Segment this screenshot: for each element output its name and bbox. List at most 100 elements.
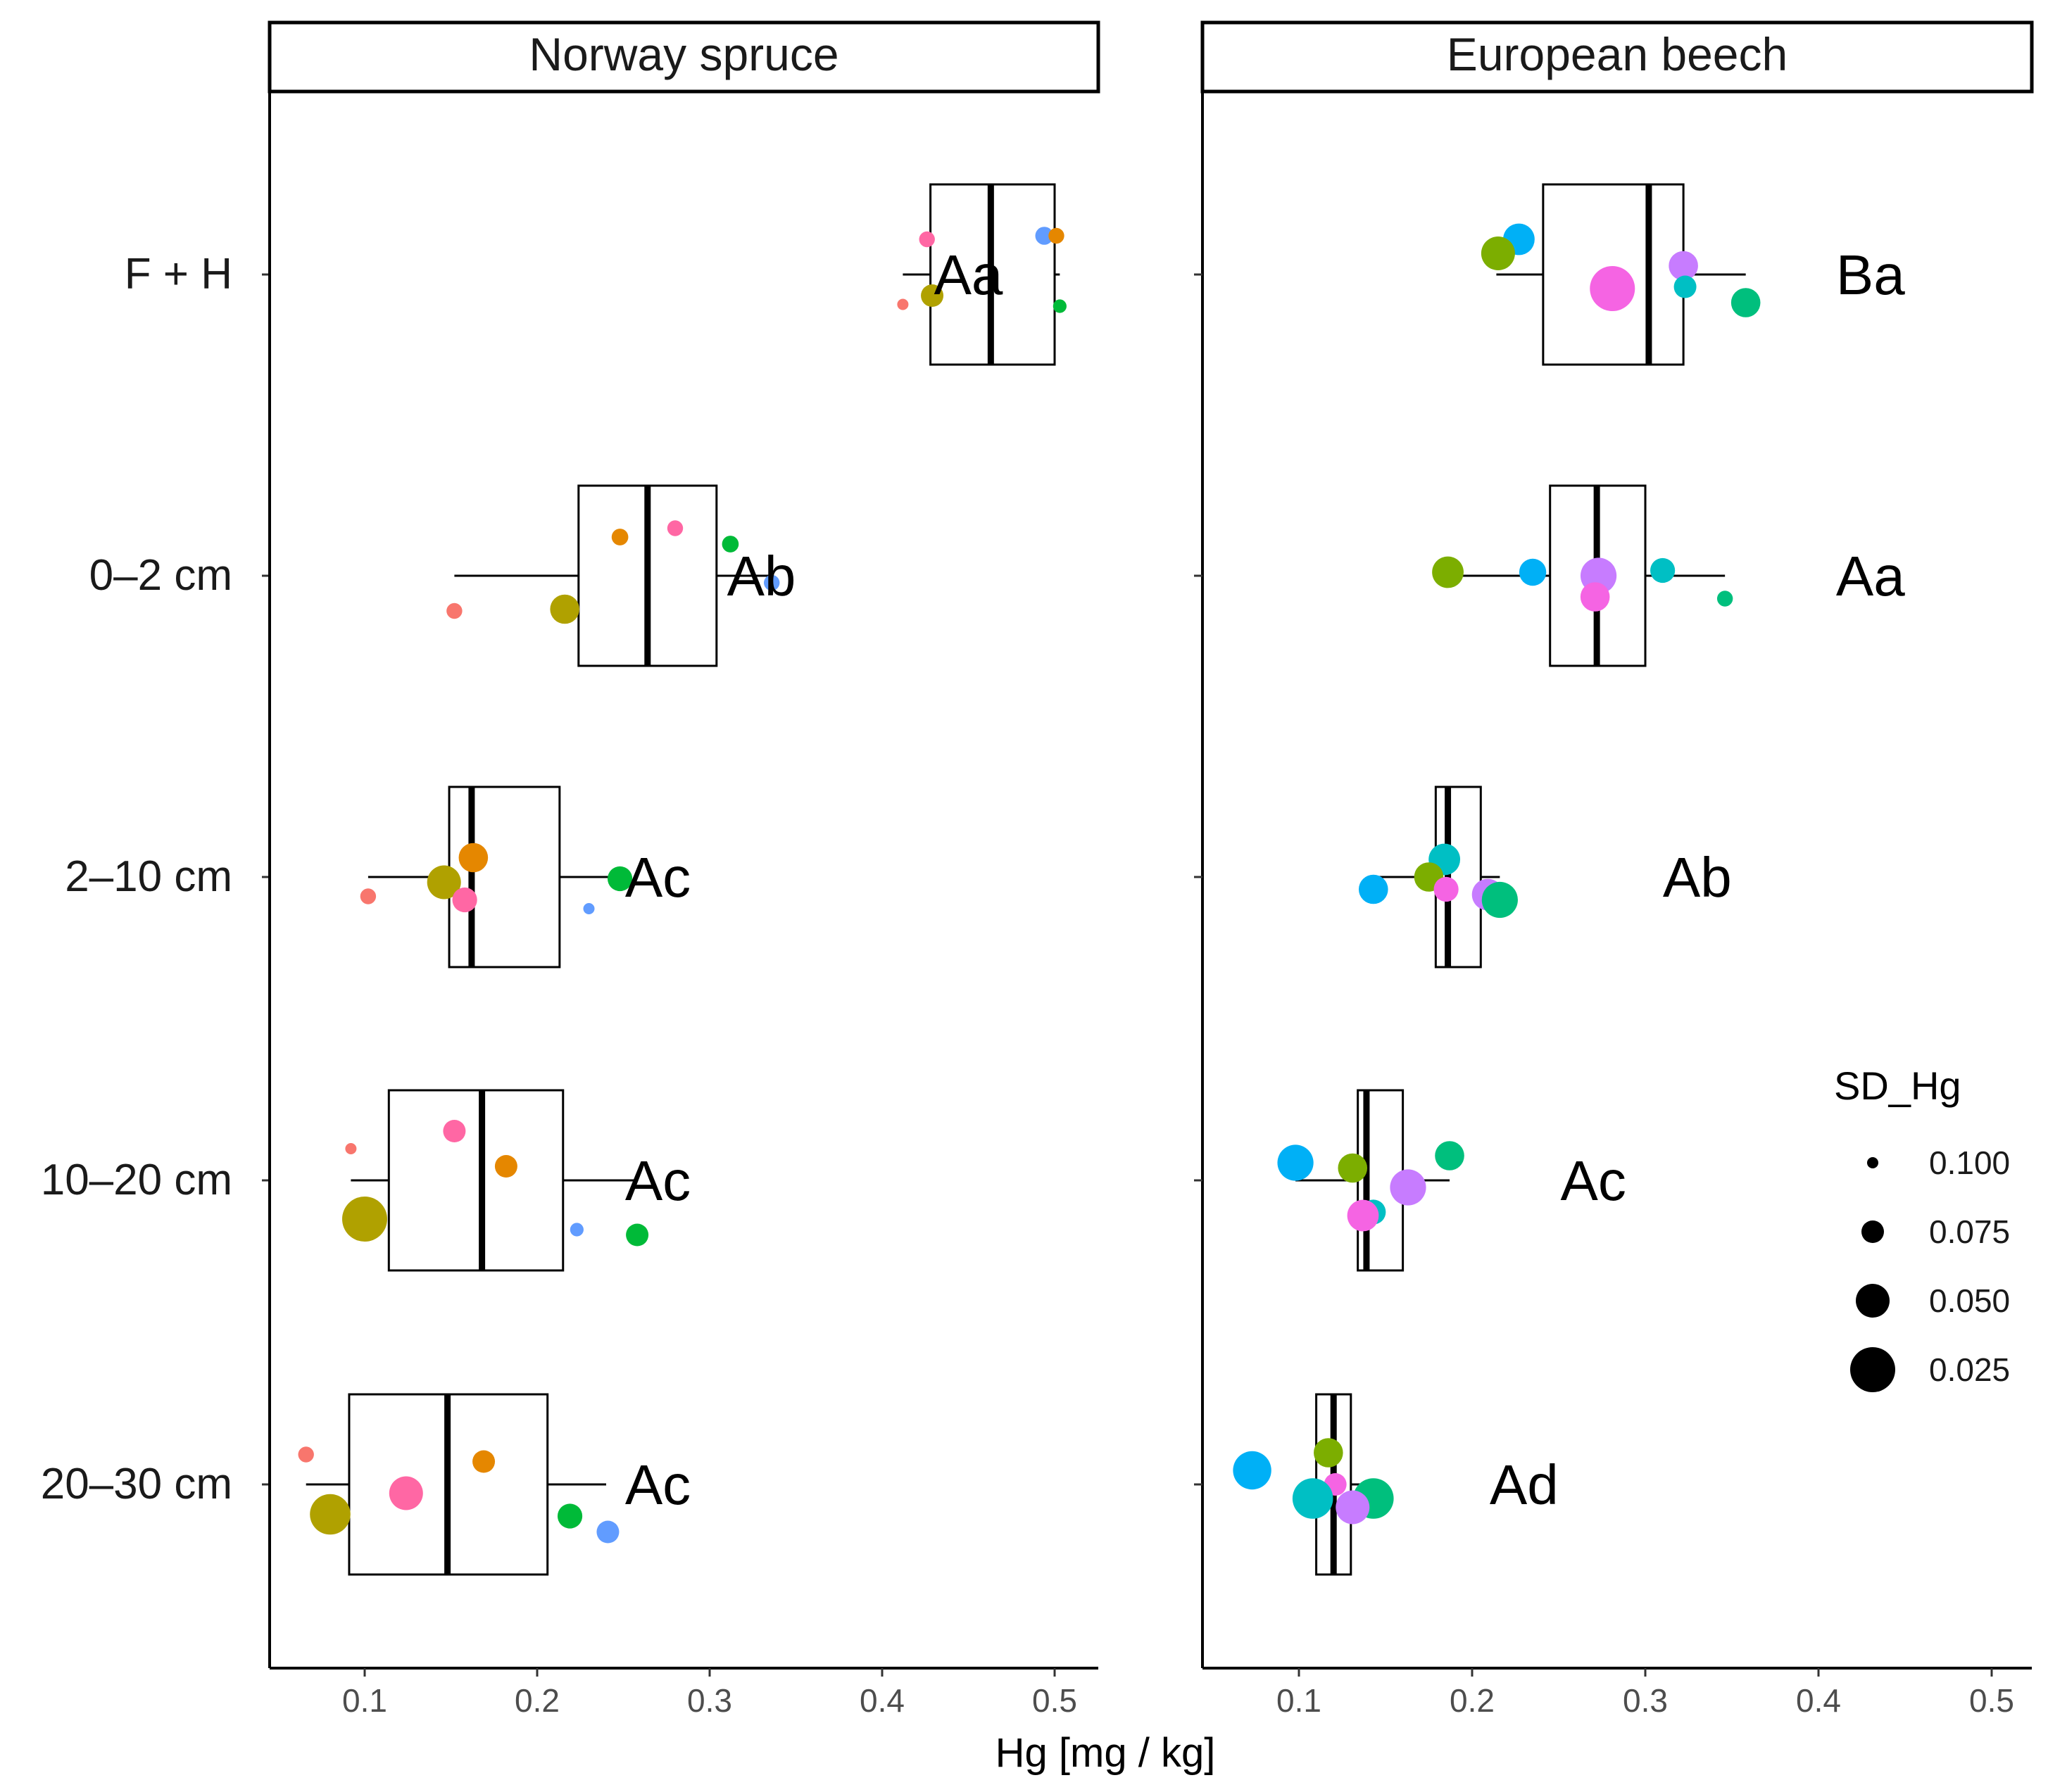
data-point xyxy=(608,866,633,892)
legend-key xyxy=(1867,1157,1878,1168)
legend-key xyxy=(1850,1347,1895,1392)
data-point xyxy=(667,520,684,536)
data-point xyxy=(722,536,739,553)
data-point xyxy=(1716,591,1733,607)
data-point xyxy=(1481,881,1518,919)
data-point xyxy=(1292,1478,1333,1519)
data-point xyxy=(570,1223,584,1237)
data-point xyxy=(345,1143,357,1154)
significance-letter: Ac xyxy=(625,1149,691,1212)
panel-european-beech: European beech 0.1 0.2 0.3 0.4 0.5 Ba Aa Ab Ac Ad xyxy=(1194,20,2034,1719)
data-point xyxy=(1519,558,1547,586)
x-tick-label: 0.2 xyxy=(515,1682,560,1719)
data-point xyxy=(596,1520,620,1544)
legend-label: 0.025 xyxy=(1929,1351,2010,1388)
data-point xyxy=(1314,1438,1343,1468)
data-point xyxy=(583,903,595,914)
data-point xyxy=(1233,1451,1271,1490)
significance-letter: Ac xyxy=(1561,1149,1626,1212)
legend-label: 0.075 xyxy=(1929,1213,2010,1250)
data-point xyxy=(452,887,477,913)
data-point xyxy=(1390,1169,1426,1206)
data-point xyxy=(427,865,461,900)
boxplot: Ac xyxy=(360,785,691,968)
data-point xyxy=(1590,266,1635,311)
data-point xyxy=(1481,236,1515,270)
legend-title: SD_Hg xyxy=(1834,1064,1961,1108)
boxplot: Ba xyxy=(1481,183,1905,366)
data-point xyxy=(1347,1199,1379,1232)
data-point xyxy=(1673,275,1697,298)
data-point xyxy=(310,1494,351,1535)
significance-letter: Aa xyxy=(934,244,1003,306)
data-point xyxy=(443,1120,466,1142)
boxplot: Ab xyxy=(446,484,796,667)
data-point xyxy=(611,529,629,545)
boxplot: Ac xyxy=(342,1089,691,1272)
panel-title: European beech xyxy=(1447,28,1788,80)
significance-letter: Aa xyxy=(1836,545,1905,607)
y-tick-label: F + H xyxy=(125,250,232,298)
data-point xyxy=(557,1503,583,1529)
legend: SD_Hg 0.100 0.075 0.050 0.025 xyxy=(1834,1064,2010,1392)
x-tick-label: 0.2 xyxy=(1450,1682,1495,1719)
significance-letter: Ba xyxy=(1836,244,1905,306)
data-point xyxy=(1035,227,1054,245)
data-point xyxy=(1336,1490,1370,1525)
data-point xyxy=(1338,1153,1368,1183)
data-point xyxy=(1669,251,1698,281)
data-point xyxy=(1277,1144,1314,1181)
significance-letter: Ad xyxy=(1490,1453,1559,1516)
y-tick-label: 20–30 cm xyxy=(41,1460,232,1508)
y-tick-label: 0–2 cm xyxy=(89,551,232,600)
significance-letter: Ab xyxy=(1663,846,1732,909)
box xyxy=(448,785,561,968)
data-point xyxy=(626,1223,649,1247)
data-point xyxy=(472,1450,496,1473)
x-tick-label: 0.3 xyxy=(687,1682,732,1719)
data-point xyxy=(1730,288,1761,317)
data-point xyxy=(1435,1141,1464,1171)
boxplot: Ab xyxy=(1358,785,1732,968)
boxplot: Aa xyxy=(1432,484,1905,667)
y-tick-label: 2–10 cm xyxy=(65,852,232,901)
data-point xyxy=(494,1155,517,1178)
panel-strip xyxy=(1200,20,2034,94)
data-point xyxy=(1048,227,1064,244)
data-point xyxy=(897,298,909,310)
x-tick-label: 0.5 xyxy=(1969,1682,2014,1719)
data-point xyxy=(1053,299,1067,313)
legend-label: 0.050 xyxy=(1929,1282,2010,1319)
x-tick-label: 0.4 xyxy=(1796,1682,1841,1719)
data-point xyxy=(446,602,463,619)
boxplot: Ad xyxy=(1233,1393,1559,1576)
data-point xyxy=(1650,557,1676,583)
legend-key xyxy=(1861,1220,1884,1243)
legend-label: 0.100 xyxy=(1929,1144,2010,1181)
panel-title: Norway spruce xyxy=(529,28,838,80)
data-point xyxy=(1358,874,1388,904)
y-tick-label: 10–20 cm xyxy=(41,1156,232,1204)
panel-strip xyxy=(268,20,1100,94)
x-tick-label: 0.3 xyxy=(1623,1682,1668,1719)
x-tick-label: 0.1 xyxy=(1276,1682,1321,1719)
data-point xyxy=(764,574,780,591)
significance-letter: Ac xyxy=(625,1453,691,1516)
data-point xyxy=(550,594,579,624)
data-point xyxy=(342,1197,387,1242)
panel-norway-spruce: Norway spruce 0.1 0.2 0.3 0.4 0.5 Aa Ab Ac Ac Ac xyxy=(268,20,1100,1719)
data-point xyxy=(458,843,489,873)
x-tick-label: 0.1 xyxy=(342,1682,387,1719)
data-point xyxy=(298,1446,314,1463)
data-point xyxy=(1432,556,1464,588)
x-tick-label: 0.4 xyxy=(860,1682,905,1719)
boxplot: Aa xyxy=(897,183,1067,366)
data-point xyxy=(1433,876,1459,902)
legend-key xyxy=(1856,1284,1890,1318)
boxplot: Ac xyxy=(1277,1089,1626,1272)
data-point xyxy=(1580,582,1610,612)
x-tick-label: 0.5 xyxy=(1032,1682,1077,1719)
significance-letter: Ab xyxy=(727,545,796,607)
data-point xyxy=(919,231,935,248)
box xyxy=(387,1089,565,1272)
